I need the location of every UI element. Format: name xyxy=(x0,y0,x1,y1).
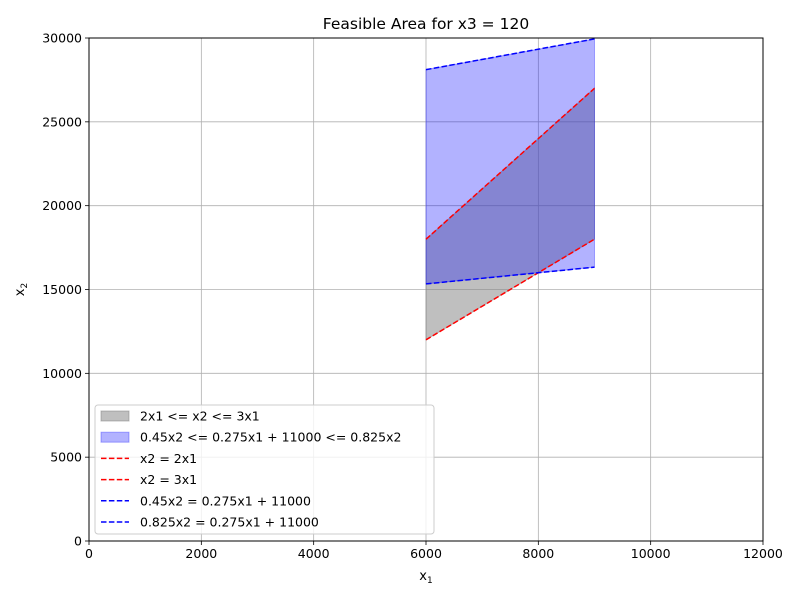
legend-entry-label: 0.45x2 <= 0.275x1 + 11000 <= 0.825x2 xyxy=(140,430,401,445)
y-tick-label: 10000 xyxy=(42,366,82,381)
x-axis-label-main: x xyxy=(419,569,427,584)
legend: 2x1 <= x2 <= 3x1 0.45x2 <= 0.275x1 + 1100… xyxy=(94,404,435,535)
legend-box xyxy=(94,404,435,535)
y-tick-label: 5000 xyxy=(50,450,82,465)
y-tick-label: 20000 xyxy=(42,198,82,213)
legend-entry-label: 0.45x2 = 0.275x1 + 11000 xyxy=(140,493,311,508)
x-axis-label-subscript: 1 xyxy=(427,576,433,586)
areas xyxy=(425,38,595,341)
y-tick-label: 0 xyxy=(74,534,82,549)
series-line-4 xyxy=(425,266,595,285)
x-tick-label: 6000 xyxy=(410,546,442,561)
series-lines xyxy=(425,38,596,341)
chart-title: Feasible Area for x3 = 120 xyxy=(323,15,529,33)
x-tick-label: 0 xyxy=(85,546,93,561)
x-axis-label: x1 xyxy=(419,569,432,586)
legend-swatch-area xyxy=(100,431,130,443)
x-tick-label: 8000 xyxy=(522,546,554,561)
y-axis-label-main: x xyxy=(13,288,28,296)
legend-entry-label: x2 = 3x1 xyxy=(140,472,197,487)
legend-entry-label: 2x1 <= x2 <= 3x1 xyxy=(140,409,260,424)
y-axis-label: x2 xyxy=(13,283,30,296)
x-tick-label: 12000 xyxy=(743,546,783,561)
y-tick-label: 25000 xyxy=(42,114,82,129)
y-tick-label: 15000 xyxy=(42,282,82,297)
series-line-3 xyxy=(425,38,595,71)
y-tick-label: 30000 xyxy=(42,31,82,46)
x-axis-ticks: 0 2000 4000 6000 8000 10000 12000 xyxy=(85,541,783,561)
x-tick-label: 4000 xyxy=(298,546,330,561)
legend-entry-label: 0.825x2 = 0.275x1 + 11000 xyxy=(140,515,319,530)
y-axis-label-subscript: 2 xyxy=(20,283,30,289)
series-line-2 xyxy=(425,87,596,240)
legend-swatch-area xyxy=(100,410,130,422)
series-line-1 xyxy=(425,238,595,341)
x-tick-label: 2000 xyxy=(185,546,217,561)
x-tick-label: 10000 xyxy=(631,546,671,561)
area-2 xyxy=(425,38,595,285)
legend-entry-label: x2 = 2x1 xyxy=(140,451,197,466)
y-axis-ticks: 0 5000 10000 15000 20000 25000 30000 xyxy=(42,31,89,549)
